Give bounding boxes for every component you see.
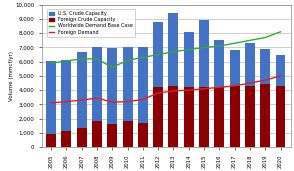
Bar — [184, 87, 194, 147]
Bar — [46, 134, 56, 147]
Bar — [61, 131, 71, 147]
Bar — [138, 48, 148, 123]
Bar — [168, 13, 178, 86]
Legend: U.S. Crude Capacity, Foreign Crude Capacity, Worldwide Demand Base Case, Foreign: U.S. Crude Capacity, Foreign Crude Capac… — [47, 9, 135, 37]
Bar — [260, 49, 270, 84]
Bar — [92, 48, 102, 121]
Bar — [153, 22, 163, 87]
Bar — [245, 86, 255, 147]
Bar — [199, 87, 209, 147]
Bar — [260, 84, 270, 147]
Bar — [107, 48, 117, 124]
Bar — [77, 128, 87, 147]
Bar — [275, 86, 285, 147]
Bar — [230, 50, 240, 86]
Bar — [153, 87, 163, 147]
Bar — [214, 40, 224, 87]
Bar — [245, 43, 255, 86]
Bar — [92, 121, 102, 147]
Bar — [107, 124, 117, 147]
Y-axis label: Volume (mmcf/yr): Volume (mmcf/yr) — [9, 51, 14, 101]
Bar — [123, 121, 133, 147]
Bar — [199, 20, 209, 87]
Bar — [77, 52, 87, 128]
Bar — [61, 60, 71, 131]
Bar — [138, 123, 148, 147]
Bar — [214, 87, 224, 147]
Bar — [123, 48, 133, 121]
Bar — [275, 55, 285, 86]
Bar — [168, 86, 178, 147]
Bar — [184, 32, 194, 87]
Bar — [46, 61, 56, 134]
Bar — [230, 86, 240, 147]
